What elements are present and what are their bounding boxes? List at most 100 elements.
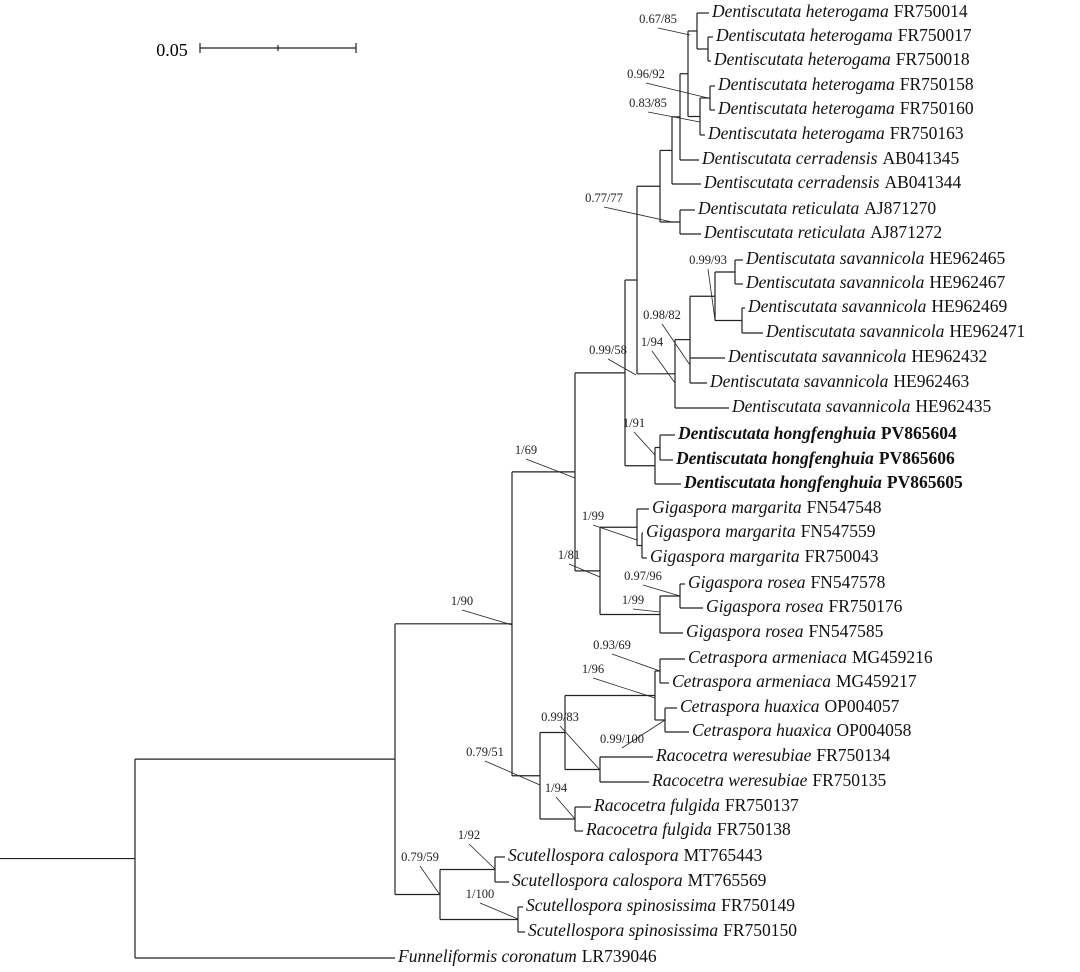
accession: FR750135: [812, 770, 886, 790]
accession: MG459216: [852, 647, 933, 667]
support-leader: [559, 725, 601, 771]
support-leader: [632, 608, 661, 613]
accession: FR750043: [805, 546, 879, 566]
taxon-label: Dentiscutata savannicola HE962432: [727, 346, 987, 366]
accession: FR750150: [723, 920, 797, 940]
support-leader: [645, 82, 709, 99]
support-leader: [661, 323, 691, 366]
accession: AB041345: [882, 148, 959, 168]
taxon-label: Gigaspora margarita FN547559: [646, 521, 876, 541]
accession: MT765443: [684, 845, 763, 865]
accession: MG459217: [836, 671, 917, 691]
taxon-label: Cetraspora armeniaca MG459217: [672, 671, 917, 691]
taxon-label: Dentiscutata reticulata AJ871272: [703, 222, 942, 242]
support-value: 0.99/100: [600, 732, 644, 746]
support-value: 0.99/58: [589, 343, 627, 357]
species-name: Racocetra fulgida: [593, 795, 720, 815]
support-leader: [461, 609, 513, 626]
support-value: 0.99/83: [541, 710, 579, 724]
support-value: 0.99/93: [689, 253, 727, 267]
species-name: Dentiscutata savannicola: [765, 321, 945, 341]
taxon-label: Dentiscutata savannicola HE962463: [709, 371, 969, 391]
species-name: Dentiscutata heterogama: [717, 74, 895, 94]
accession: OP004058: [837, 720, 912, 740]
species-name: Scutellospora spinosissima: [528, 920, 718, 940]
species-name: Dentiscutata savannicola: [709, 371, 889, 391]
taxon-label: Scutellospora spinosissima FR750149: [526, 895, 795, 915]
support-value: 1/99: [582, 509, 604, 523]
species-name: Dentiscutata hongfenghuia: [675, 448, 874, 468]
support-value: 0.79/51: [466, 745, 504, 759]
species-name: Dentiscutata cerradensis: [701, 148, 878, 168]
support-leader: [555, 796, 576, 820]
taxon-label: Dentiscutata savannicola HE962469: [747, 296, 1007, 316]
taxon-label: Cetraspora armeniaca MG459216: [688, 647, 933, 667]
taxon-label: Gigaspora rosea FN547585: [686, 621, 884, 641]
accession: PV865605: [887, 472, 963, 492]
species-name: Funneliformis coronatum: [397, 946, 577, 966]
support-value: 0.79/59: [401, 850, 439, 864]
accession: AB041344: [884, 172, 961, 192]
species-name: Dentiscutata heterogama: [715, 25, 893, 45]
accession: FR750149: [721, 895, 795, 915]
support-leader: [603, 206, 673, 223]
taxon-label: Dentiscutata cerradensis AB041344: [703, 172, 962, 192]
support-leader: [633, 431, 656, 456]
accession: FN547548: [807, 497, 882, 517]
species-name: Scutellospora calospora: [508, 845, 679, 865]
taxon-label: Dentiscutata savannicola HE962467: [745, 272, 1005, 292]
taxon-label: Racocetra fulgida FR750138: [585, 819, 791, 839]
accession: FN547559: [801, 521, 876, 541]
accession: MT765569: [688, 870, 767, 890]
taxon-label: Dentiscutata heterogama FR750017: [715, 25, 972, 45]
taxon-label: Dentiscutata heterogama FR750163: [707, 123, 964, 143]
taxon-label: Dentiscutata heterogama FR750158: [717, 74, 974, 94]
taxon-label: Gigaspora rosea FN547578: [688, 572, 886, 592]
accession: HE962467: [929, 272, 1005, 292]
species-name: Dentiscutata heterogama: [711, 1, 889, 21]
support-leader: [657, 27, 691, 36]
support-value: 0.96/92: [627, 67, 665, 81]
support-value: 1/90: [451, 594, 473, 608]
taxon-label: Scutellospora spinosissima FR750150: [528, 920, 797, 940]
accession: AJ871272: [870, 222, 942, 242]
support-value: 0.98/82: [643, 308, 681, 322]
support-value: 0.97/96: [624, 569, 662, 583]
species-name: Cetraspora armeniaca: [672, 671, 831, 691]
taxon-label: Dentiscutata hongfenghuia PV865604: [677, 423, 957, 443]
species-name: Dentiscutata heterogama: [707, 123, 885, 143]
support-leader: [484, 760, 541, 786]
accession: FN547585: [808, 621, 883, 641]
accession: HE962432: [911, 346, 987, 366]
accession: FR750163: [890, 123, 964, 143]
accession: FR750137: [725, 795, 799, 815]
species-name: Cetraspora armeniaca: [688, 647, 847, 667]
species-name: Dentiscutata hongfenghuia: [683, 472, 882, 492]
species-name: Dentiscutata reticulata: [697, 198, 859, 218]
species-name: Cetraspora huaxica: [692, 720, 832, 740]
accession: OP004057: [825, 696, 900, 716]
support-leader: [621, 719, 666, 749]
support-leader: [647, 111, 701, 123]
support-value: 1/100: [466, 887, 494, 901]
support-value: 1/94: [545, 781, 568, 795]
support-leader: [468, 843, 496, 870]
support-value: 1/92: [458, 828, 480, 842]
species-name: Gigaspora rosea: [688, 572, 806, 592]
support-value: 1/69: [515, 443, 537, 457]
taxon-label: Cetraspora huaxica OP004057: [680, 696, 900, 716]
support-value: 0.83/85: [629, 96, 667, 110]
accession: AJ871270: [864, 198, 936, 218]
accession: HE962471: [949, 321, 1025, 341]
support-leader: [592, 524, 638, 541]
taxon-label: Dentiscutata heterogama FR750014: [711, 1, 968, 21]
species-name: Dentiscutata savannicola: [745, 248, 925, 268]
species-name: Dentiscutata savannicola: [745, 272, 925, 292]
taxon-label: Dentiscutata heterogama FR750160: [717, 98, 974, 118]
support-value: 1/94: [641, 335, 664, 349]
support-value: 0.93/69: [593, 638, 631, 652]
accession: FR750158: [900, 74, 974, 94]
accession: FR750018: [896, 49, 970, 69]
species-name: Dentiscutata savannicola: [727, 346, 907, 366]
support-leader: [592, 677, 656, 699]
